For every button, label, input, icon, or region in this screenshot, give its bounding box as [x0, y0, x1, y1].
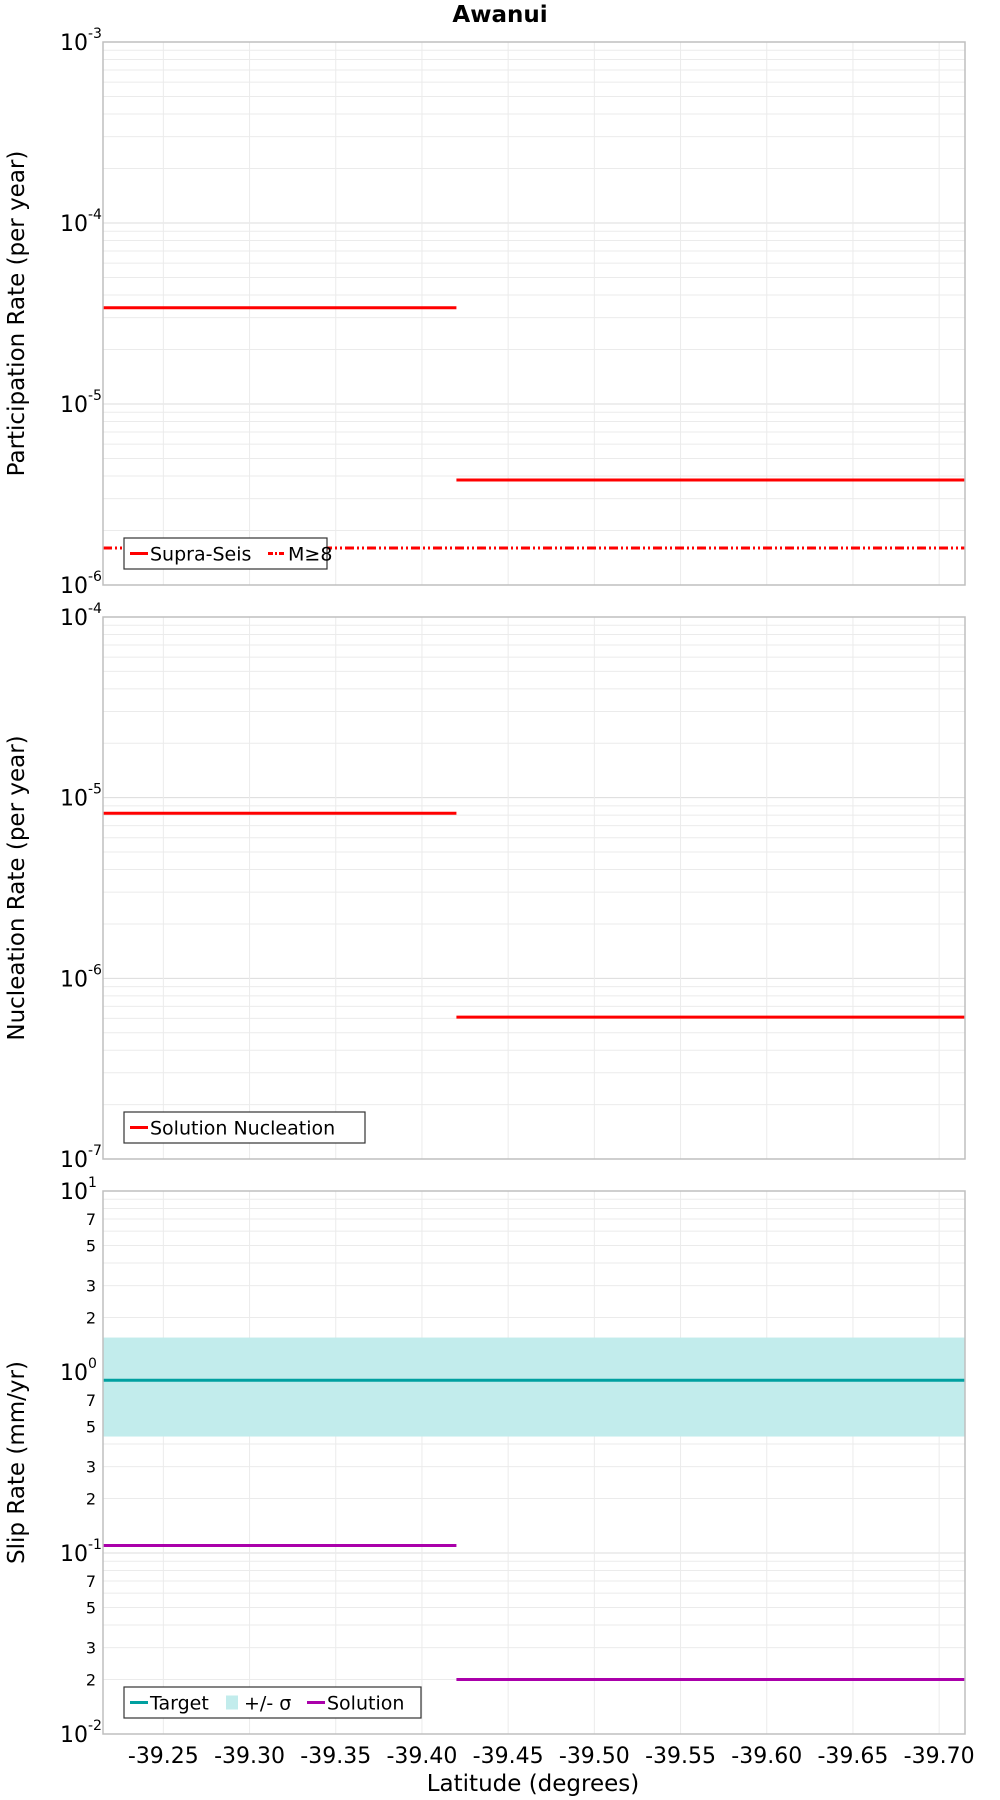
x-tick-label: -39.30 — [214, 1744, 285, 1769]
nucleation-y-tick-label: 10 — [60, 606, 88, 631]
chart-title: Awanui — [452, 2, 547, 28]
nucleation-legend-box — [123, 1111, 366, 1144]
slip-rate-y-minor-tick-label: 7 — [86, 1210, 96, 1229]
x-tick-label: -39.25 — [128, 1744, 199, 1769]
slip-rate-legend-label: Solution — [327, 1693, 404, 1715]
slip-rate-legend-box — [123, 1686, 422, 1719]
slip-rate-legend-swatch — [226, 1695, 238, 1710]
slip-rate-y-tick-label: 10 — [60, 1723, 88, 1748]
slip-rate-y-minor-tick-label: 2 — [86, 1309, 96, 1328]
slip-rate-y-minor-tick-label: 2 — [86, 1490, 96, 1509]
x-tick-label: -39.55 — [645, 1744, 716, 1769]
x-tick-label: -39.50 — [559, 1744, 630, 1769]
x-axis-label: Latitude (degrees) — [427, 1771, 640, 1797]
slip-rate-y-minor-tick-label: 3 — [86, 1458, 96, 1477]
x-tick-label: -39.65 — [817, 1744, 888, 1769]
nucleation-y-tick-label: 10 — [60, 787, 88, 812]
x-tick-label: -39.60 — [731, 1744, 802, 1769]
participation-legend-label: M≥8 — [288, 544, 332, 566]
slip-rate-y-minor-tick-label: 7 — [86, 1572, 96, 1591]
participation-plot-frame — [102, 41, 966, 586]
slip-rate-y-minor-tick-label: 5 — [86, 1598, 96, 1617]
slip-rate-y-tick-label: 10 — [60, 1542, 88, 1567]
slip-rate-y-tick-exponent: 1 — [88, 1175, 97, 1191]
slip-rate-y-minor-tick-label: 7 — [86, 1391, 96, 1410]
participation-y-tick-label: 10 — [60, 31, 88, 56]
nucleation-y-tick-exponent: -7 — [88, 1143, 102, 1159]
participation-y-tick-label: 10 — [60, 212, 88, 237]
slip-rate-y-tick-exponent: -1 — [88, 1537, 102, 1553]
participation-y-tick-exponent: -3 — [88, 26, 102, 42]
slip-rate-y-axis-label: Slip Rate (mm/yr) — [4, 1361, 30, 1564]
participation-y-tick-exponent: -6 — [88, 569, 102, 585]
slip-rate-legend-label: Target — [149, 1693, 209, 1715]
nucleation-y-tick-label: 10 — [60, 1148, 88, 1173]
x-tick-label: -39.70 — [904, 1744, 975, 1769]
slip-rate-y-tick-label: 10 — [60, 1180, 88, 1205]
x-tick-label: -39.45 — [473, 1744, 544, 1769]
slip-rate-y-minor-tick-label: 3 — [86, 1277, 96, 1296]
nucleation-y-tick-exponent: -5 — [88, 782, 102, 798]
nucleation-y-tick-exponent: -4 — [88, 601, 102, 617]
participation-y-tick-exponent: -4 — [88, 207, 102, 223]
slip-rate-legend-label: +/- σ — [244, 1693, 291, 1715]
participation-y-tick-exponent: -5 — [88, 388, 102, 404]
slip-rate-y-tick-exponent: -2 — [88, 1718, 102, 1734]
nucleation-y-tick-exponent: -6 — [88, 962, 102, 978]
x-tick-label: -39.35 — [300, 1744, 371, 1769]
participation-y-tick-label: 10 — [60, 574, 88, 599]
slip-rate-y-minor-tick-label: 5 — [86, 1236, 96, 1255]
slip-rate-y-tick-exponent: 0 — [88, 1356, 97, 1372]
slip-rate-y-minor-tick-label: 3 — [86, 1639, 96, 1658]
slip-rate-y-tick-label: 10 — [60, 1361, 88, 1386]
participation-legend-box — [123, 537, 328, 570]
slip-rate-y-minor-tick-label: 2 — [86, 1671, 96, 1690]
slip-rate-plot-frame — [102, 1190, 966, 1735]
sigma-band — [103, 1337, 965, 1437]
nucleation-y-tick-label: 10 — [60, 967, 88, 992]
x-tick-label: -39.40 — [386, 1744, 457, 1769]
participation-y-tick-label: 10 — [60, 393, 88, 418]
participation-y-axis-label: Participation Rate (per year) — [4, 151, 30, 477]
nucleation-plot-frame — [102, 616, 966, 1160]
nucleation-y-axis-label: Nucleation Rate (per year) — [4, 735, 30, 1040]
nucleation-legend-label: Solution Nucleation — [150, 1118, 335, 1140]
slip-rate-y-minor-tick-label: 5 — [86, 1417, 96, 1436]
participation-legend-label: Supra-Seis — [150, 544, 251, 566]
